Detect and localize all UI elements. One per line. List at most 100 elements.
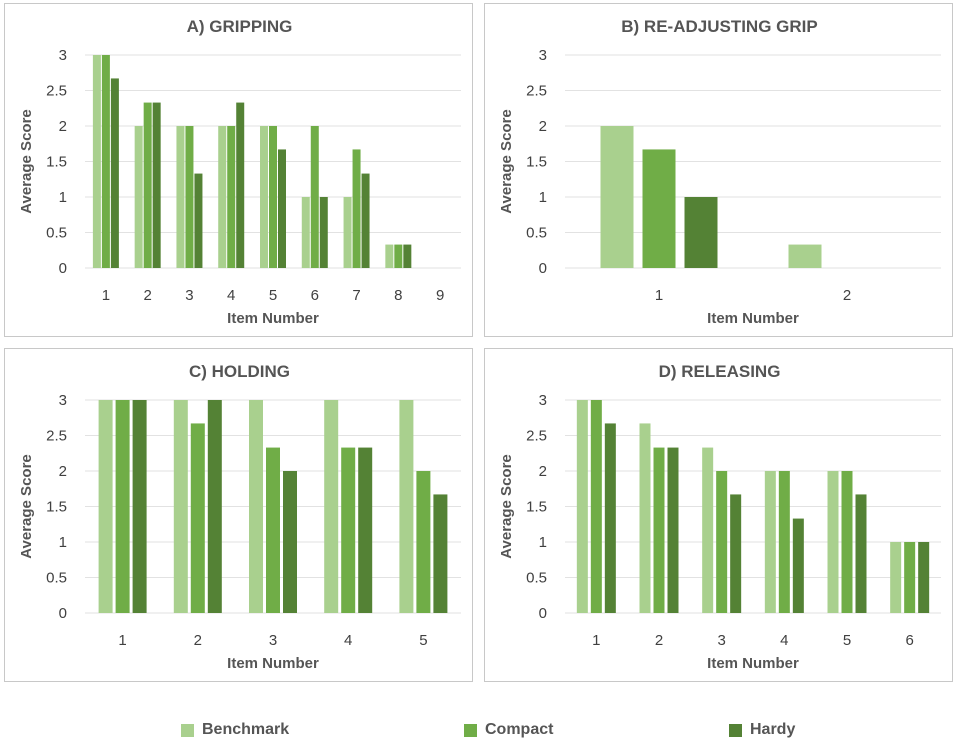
bar-compact-item-2 [143,102,152,268]
bar-benchmark-item-2 [173,400,188,613]
bar-benchmark-item-5 [827,471,839,613]
y-axis-title: Average Score [18,109,35,214]
bar-hardy-item-3 [730,494,742,613]
bar-hardy-item-2 [152,102,161,268]
y-tick-label: 3 [59,47,67,64]
bar-compact-item-1 [642,149,676,268]
x-axis-title: Item Number [707,655,799,672]
chart-title: A) GRIPPING [187,17,293,36]
bar-compact-item-4 [227,126,236,268]
bar-hardy-item-3 [283,471,297,613]
y-axis-title: Average Score [18,454,35,559]
x-tick-label: 1 [102,287,110,304]
bar-compact-item-6 [310,126,319,268]
chart-panel-releasing: D) RELEASING 0 0.5 1 1.5 2 2.5 3 Average Score 1 2… [484,348,953,682]
bar-benchmark-item-5 [260,126,268,268]
bar-benchmark-item-1 [98,400,113,613]
bar-benchmark-item-4 [764,471,776,613]
y-tick-label: 0 [59,260,67,277]
bar-benchmark-item-6 [301,197,310,268]
chart-panel-readjusting-grip: B) RE-ADJUSTING GRIP 0 0.5 1 1.5 2 2.5 3 Average… [484,3,953,337]
legend-swatch-compact [464,723,477,737]
bar-compact-item-6 [904,542,916,613]
x-tick-label: 3 [717,632,725,649]
x-tick-label: 2 [143,287,151,304]
bar-benchmark-item-3 [249,400,263,613]
x-tick-label: 3 [185,287,193,304]
y-tick-label: 1 [59,189,67,206]
x-tick-label: 2 [843,287,851,304]
y-tick-label: 0.5 [46,570,67,587]
bar-benchmark-item-3 [702,447,714,613]
legend-label-compact: Compact [485,721,554,738]
chart-svg-gripping: A) GRIPPING 0 0.5 1 1.5 2 2.5 3 Average Score 1 2 3… [18,17,461,327]
y-tick-label: 2.5 [46,83,67,100]
y-tick-label: 1 [59,534,67,551]
bar-compact-item-3 [716,471,728,613]
bar-compact-item-1 [101,55,110,268]
y-tick-label: 0 [59,605,67,622]
y-axis-title: Average Score [498,109,515,214]
bar-hardy-item-8 [403,244,412,268]
bar-hardy-item-1 [132,400,147,613]
bar-compact-item-7 [352,149,361,268]
x-axis-title: Item Number [707,310,799,327]
chart-panel-gripping: A) GRIPPING 0 0.5 1 1.5 2 2.5 3 Average Score 1 2 3… [4,3,473,337]
y-tick-label: 0.5 [46,225,67,242]
x-tick-label: 9 [436,287,444,304]
bar-benchmark-item-1 [576,400,588,613]
bar-compact-item-2 [653,447,665,613]
y-tick-label: 1.5 [526,154,547,171]
legend-item-benchmark: Benchmark [181,718,289,742]
bar-hardy-item-5 [278,149,286,268]
y-tick-label: 0 [539,260,547,277]
x-tick-label: 2 [194,632,202,649]
bar-hardy-item-4 [792,518,804,613]
chart-svg-holding: C) HOLDING 0 0.5 1 1.5 2 2.5 3 Average Score 1 2 3 4… [18,362,461,672]
bar-benchmark-item-2 [788,244,822,268]
bar-hardy-item-3 [194,173,203,268]
bar-hardy-item-6 [319,197,328,268]
bar-benchmark-item-1 [600,126,634,268]
bar-compact-item-3 [266,447,280,613]
bar-hardy-item-1 [684,197,718,268]
y-tick-label: 1.5 [526,499,547,516]
legend-label-hardy: Hardy [750,721,796,738]
bar-compact-item-4 [341,447,356,613]
bar-compact-item-5 [416,471,431,613]
y-tick-label: 1.5 [46,154,67,171]
y-tick-label: 2 [59,118,67,135]
y-tick-label: 2.5 [46,428,67,445]
legend-item-compact: Compact [464,718,553,742]
y-tick-label: 2.5 [526,428,547,445]
y-tick-label: 2.5 [526,83,547,100]
y-tick-label: 0.5 [526,570,547,587]
bar-benchmark-item-6 [890,542,902,613]
y-tick-label: 1 [539,534,547,551]
bar-hardy-item-1 [604,423,616,613]
bar-hardy-item-5 [433,494,448,613]
bar-hardy-item-4 [358,447,373,613]
x-axis-title: Item Number [227,310,319,327]
x-tick-label: 1 [118,632,126,649]
bar-compact-item-1 [115,400,130,613]
x-tick-label: 2 [655,632,663,649]
chart-svg-releasing: D) RELEASING 0 0.5 1 1.5 2 2.5 3 Average Score 1 2… [498,362,941,672]
y-tick-label: 2 [539,118,547,135]
x-tick-label: 4 [344,632,352,649]
x-axis-title: Item Number [227,655,319,672]
chart-legend: Benchmark Compact Hardy [0,718,957,742]
y-tick-label: 0 [539,605,547,622]
chart-title: B) RE-ADJUSTING GRIP [621,17,817,36]
bar-hardy-item-7 [361,173,370,268]
x-tick-label: 3 [269,632,277,649]
bar-benchmark-item-4 [218,126,227,268]
x-tick-label: 5 [269,287,277,304]
legend-swatch-hardy [729,723,742,737]
x-tick-label: 8 [394,287,402,304]
bar-benchmark-item-2 [639,423,651,613]
x-tick-label: 1 [655,287,663,304]
chart-title: D) RELEASING [659,362,781,381]
x-tick-label: 6 [311,287,319,304]
y-tick-label: 3 [539,392,547,409]
